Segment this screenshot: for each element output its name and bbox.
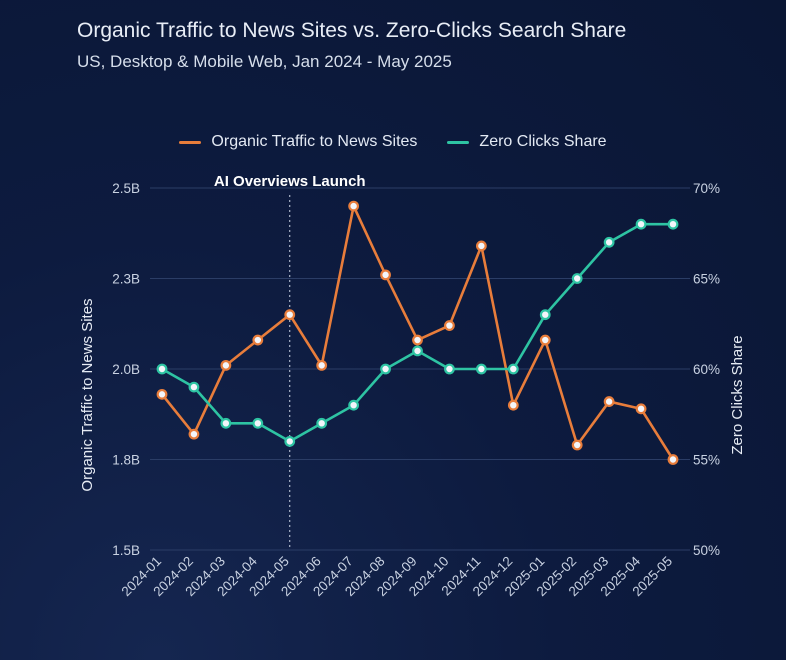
data-point-zero-clicks	[507, 363, 519, 375]
data-point-organic	[316, 359, 328, 371]
data-point-zero-clicks	[380, 363, 391, 375]
y-tick-label-left: 1.5B	[112, 543, 140, 558]
data-point-organic	[380, 269, 391, 281]
data-point-organic	[507, 399, 519, 411]
data-point-organic	[475, 240, 487, 252]
y-tick-label-left: 1.8B	[112, 453, 140, 468]
data-point-zero-clicks	[635, 218, 647, 230]
legend-swatch-zero-clicks	[447, 140, 470, 144]
data-point-zero-clicks	[412, 345, 423, 357]
data-point-zero-clicks	[316, 417, 328, 429]
data-point-organic	[220, 359, 232, 371]
data-point-zero-clicks	[444, 363, 455, 375]
y-tick-label-right: 70%	[693, 181, 720, 196]
annotation-label: AI Overviews Launch	[214, 173, 366, 190]
chart-legend: Organic Traffic to News Sites Zero Click…	[0, 133, 786, 151]
legend-swatch-organic	[179, 140, 202, 144]
data-point-organic	[444, 320, 455, 331]
y-tick-label-right: 55%	[693, 453, 720, 468]
chart-title: Organic Traffic to News Sites vs. Zero-C…	[77, 19, 627, 42]
legend-label-organic: Organic Traffic to News Sites	[211, 133, 418, 150]
data-point-organic	[571, 439, 583, 451]
data-point-organic	[603, 396, 615, 407]
data-point-zero-clicks	[188, 381, 200, 393]
data-point-organic	[539, 334, 551, 346]
chart-subtitle: US, Desktop & Mobile Web, Jan 2024 - May…	[77, 52, 452, 71]
data-point-organic	[188, 428, 200, 440]
data-point-organic	[667, 454, 679, 465]
y-axis-title-left: Organic Traffic to News Sites	[79, 298, 96, 491]
data-point-zero-clicks	[667, 218, 679, 230]
y-tick-label-left: 2.5B	[112, 181, 140, 196]
data-point-zero-clicks	[603, 236, 615, 248]
data-point-organic	[412, 334, 423, 346]
data-point-organic	[284, 309, 296, 321]
legend-item-organic[interactable]: Organic Traffic to News Sites	[179, 133, 417, 151]
data-point-zero-clicks	[539, 309, 551, 321]
data-point-organic	[252, 334, 264, 346]
y-tick-label-right: 65%	[693, 272, 720, 287]
series-line-organic	[160, 204, 675, 461]
data-point-zero-clicks	[220, 417, 232, 429]
data-point-zero-clicks	[156, 363, 168, 375]
data-point-organic	[635, 403, 647, 415]
y-tick-label-left: 2.3B	[112, 272, 140, 287]
data-point-zero-clicks	[284, 436, 296, 447]
y-tick-label-right: 60%	[693, 362, 720, 377]
data-point-zero-clicks	[475, 363, 487, 375]
legend-item-zero-clicks[interactable]: Zero Clicks Share	[447, 133, 607, 151]
data-point-organic	[348, 200, 360, 212]
data-point-zero-clicks	[571, 273, 583, 284]
y-tick-label-left: 2.0B	[112, 362, 140, 377]
series-line-zero-clicks	[161, 222, 673, 443]
data-point-zero-clicks	[348, 399, 360, 411]
y-axis-title-right: Zero Clicks Share	[729, 335, 746, 454]
legend-label-zero-clicks: Zero Clicks Share	[479, 133, 607, 150]
data-point-zero-clicks	[252, 417, 264, 429]
y-tick-label-right: 50%	[693, 543, 720, 558]
data-point-organic	[156, 388, 168, 400]
